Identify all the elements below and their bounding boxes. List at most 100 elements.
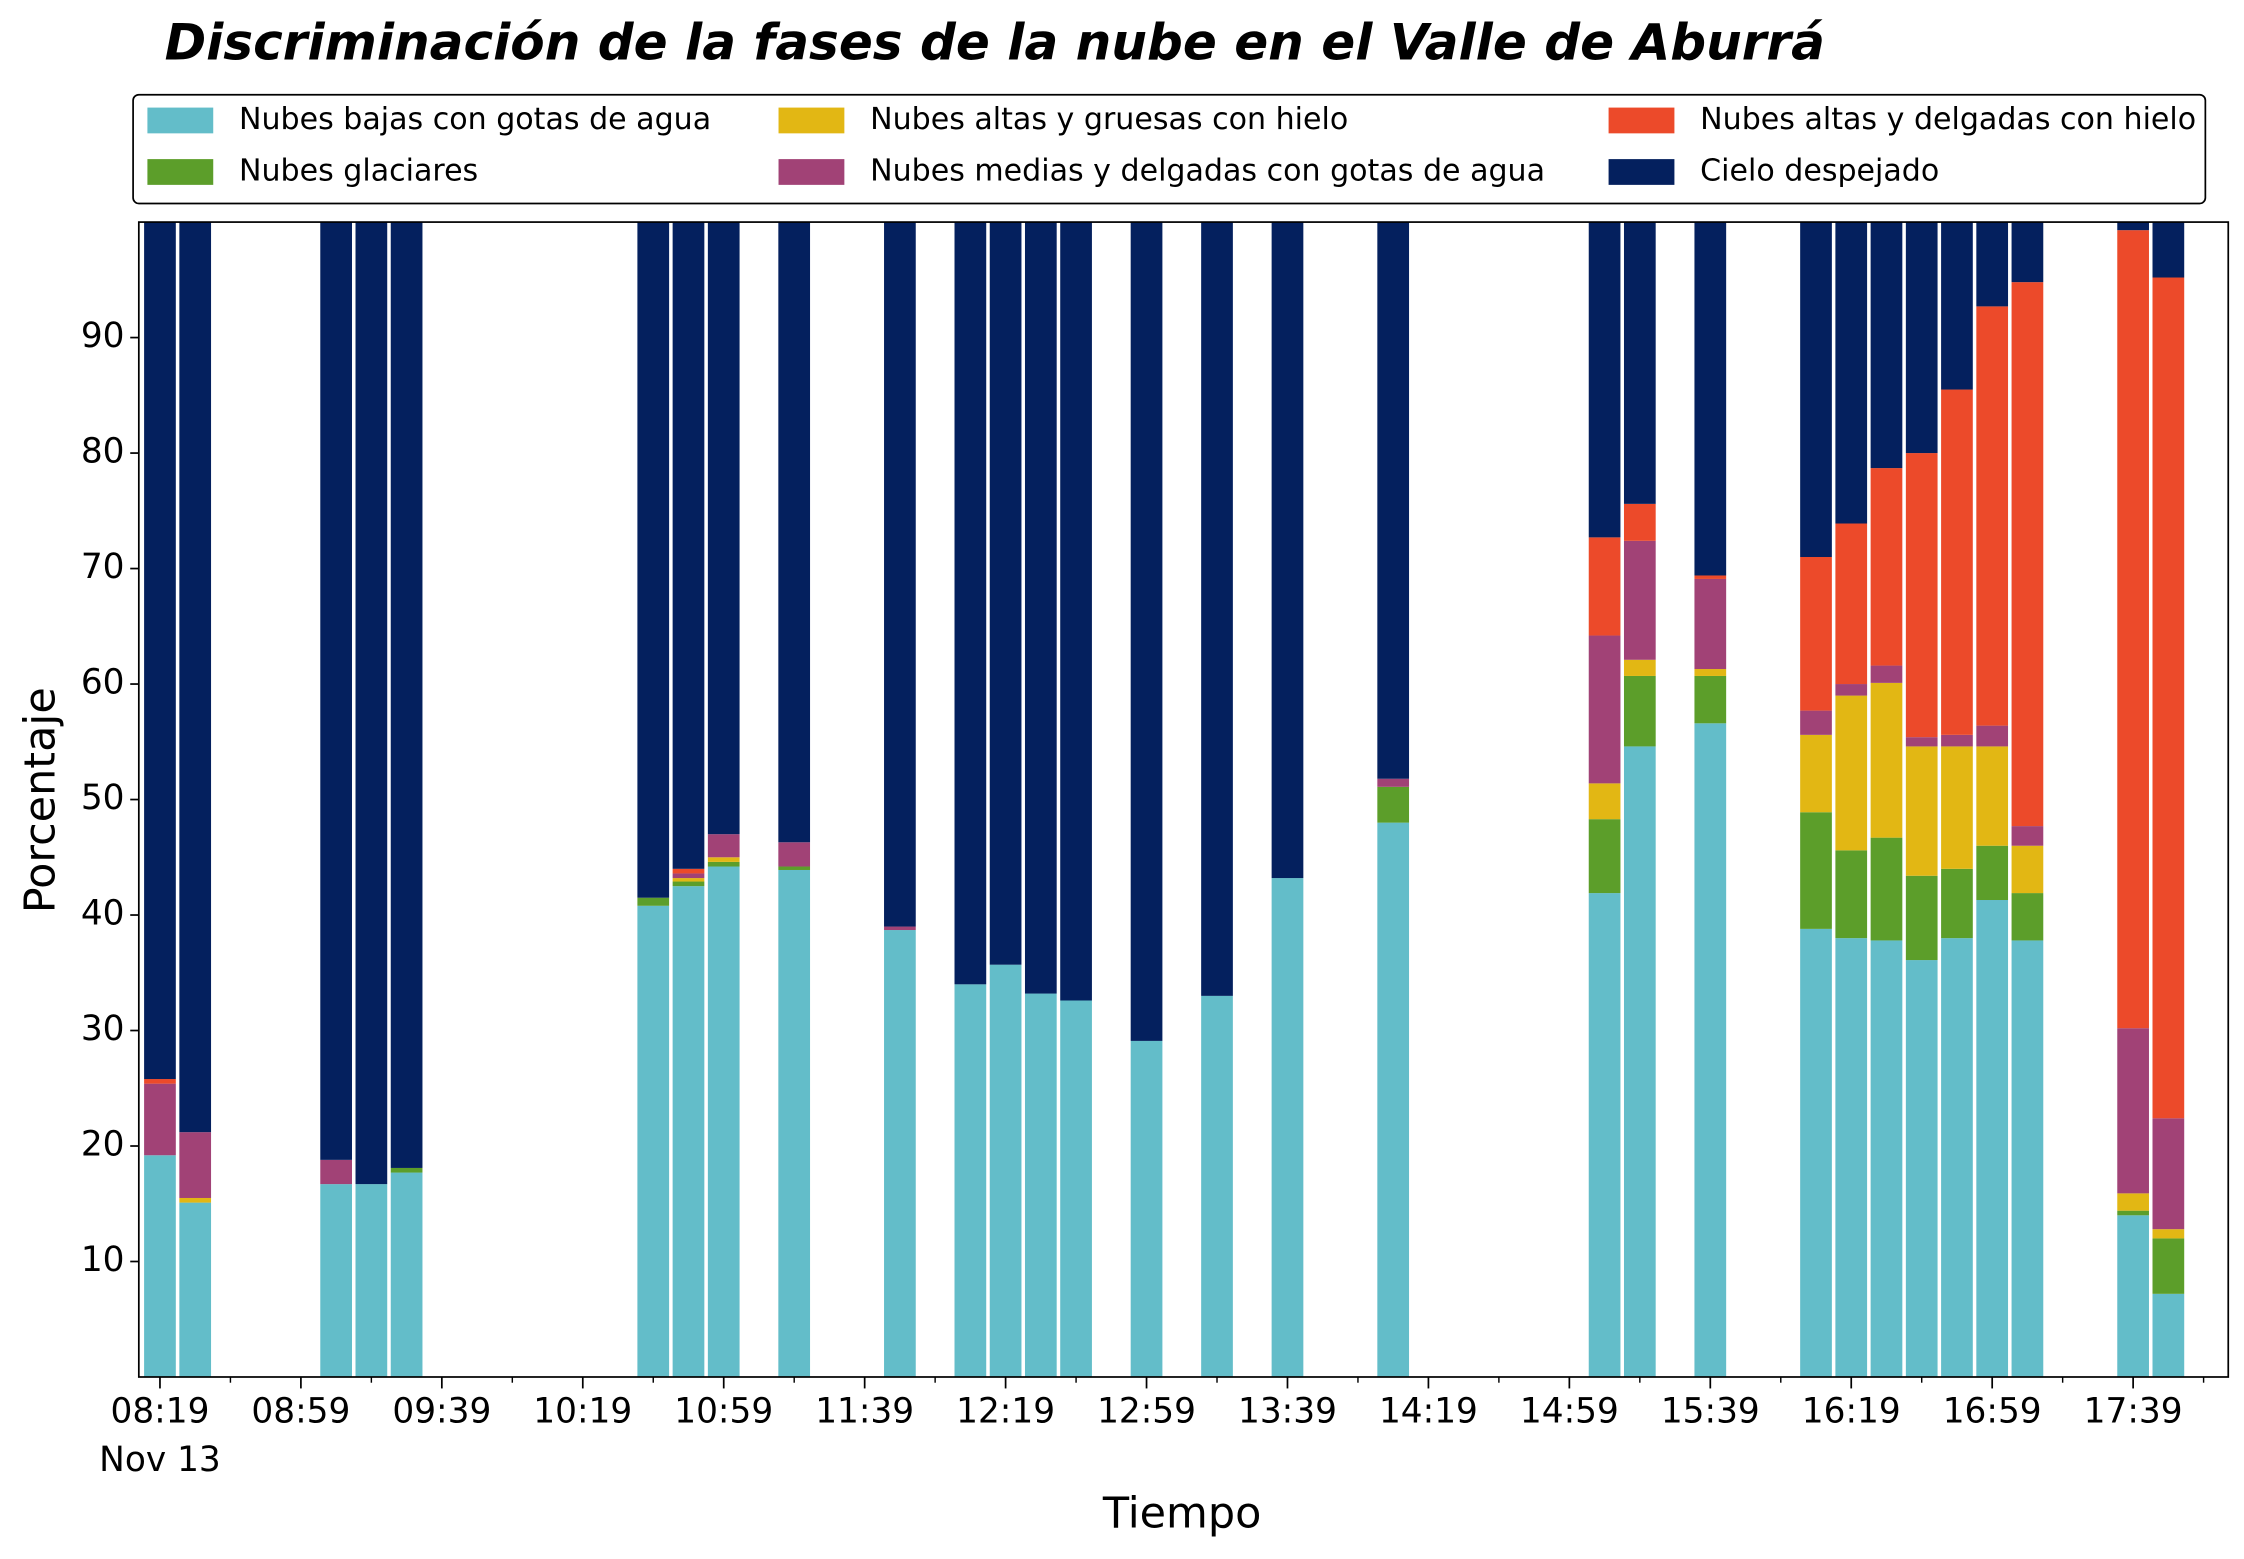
bar-segment [989,964,1022,1377]
legend-label: Nubes altas y delgadas con hielo [1700,102,2196,137]
bar-segment [1976,725,2009,747]
bar-segment [1623,675,1656,747]
y-tick-label: 80 [81,432,125,472]
bar-segment [1976,746,2009,846]
y-tick-label: 10 [81,1240,125,1280]
bar-segment [1377,778,1410,787]
bar-segment [672,868,705,874]
bar-segment [390,1167,423,1173]
bar-segment [707,834,740,858]
x-tick-label: 15:39 [1661,1391,1760,1431]
bar-segment [1941,734,1973,747]
bar-segment [1905,222,1938,454]
bar-segment [1870,468,1903,666]
legend-swatch [147,107,214,134]
bar-segment [707,222,740,835]
date-label: Nov 13 [99,1440,221,1480]
x-tick-label: 16:59 [1943,1391,2042,1431]
bar-segment [1588,893,1621,1377]
bar-segment [1271,222,1304,879]
bar-segment [390,222,423,1168]
bar-segment [1201,222,1233,996]
bar-segment [1905,737,1938,747]
bar-segment [672,886,705,1377]
legend-label: Nubes bajas con gotas de agua [239,102,711,137]
bar-segment [1588,635,1621,784]
bar-segment [2011,893,2044,941]
bar-segment [1941,746,1973,869]
bar-segment [1060,222,1092,1001]
x-axis-label: Tiempo [1102,1488,1262,1538]
x-tick-label: 14:59 [1520,1391,1619,1431]
bar-segment [707,861,740,867]
bar-segment [1694,222,1727,576]
bar-segment [1976,306,2009,726]
x-tick-label: 10:59 [674,1391,773,1431]
bar-segment [1800,734,1832,813]
bar-segment [707,866,740,1377]
bar-segment [1835,938,1868,1377]
bar-segment [2117,222,2149,231]
x-tick-label: 12:19 [956,1391,1055,1431]
bar-segment [355,1184,388,1377]
bar-segment [1870,837,1903,941]
bar-segment [1623,659,1656,676]
bar-segment [1905,875,1938,961]
bar-segment [1835,684,1868,696]
bar-segment [1271,878,1304,1377]
bar-segment [637,222,670,898]
bar-segment [144,1083,176,1156]
bar-segment [1941,389,1973,735]
bar-segment [1835,695,1868,851]
bar-segment [179,1197,212,1203]
bar-segment [1623,222,1656,504]
bar-segment [1588,783,1621,820]
bar-segment [179,222,212,1133]
bar-segment [1623,746,1656,1377]
bar-segment [2011,845,2044,894]
x-tick-label: 08:19 [110,1391,209,1431]
bar-segment [778,222,811,843]
bar-segment [1976,845,2009,901]
legend-label: Nubes glaciares [239,153,478,188]
bar-segment [1201,995,1233,1377]
bar-segment [1377,222,1410,779]
bar-segment [884,930,916,1377]
legend-swatch [778,107,845,134]
bar-segment [1588,819,1621,894]
bar-segment [672,222,705,869]
x-tick-label: 14:19 [1379,1391,1478,1431]
x-tick-label: 16:19 [1802,1391,1901,1431]
legend-swatch [1608,107,1675,134]
bar-segment [2011,940,2044,1377]
y-axis-label: Porcentaje [15,687,65,913]
bar-segment [144,1079,176,1084]
bar-segment [989,222,1022,965]
bar-segment [1870,665,1903,683]
y-tick-label: 20 [81,1125,125,1165]
bar-segment [637,905,670,1377]
bar-segment [1905,960,1938,1377]
bar-segment [2011,826,2044,846]
bar-segment [778,869,811,1377]
bar-segment [1623,540,1656,660]
y-tick-label: 70 [81,547,125,587]
bar-segment [1024,222,1057,994]
bar-segment [1941,938,1973,1377]
x-tick-label: 10:19 [533,1391,632,1431]
x-tick-label: 08:59 [251,1391,350,1431]
bar-segment [1694,669,1727,676]
bar-segment [1870,940,1903,1377]
legend-swatch [1608,159,1675,185]
bar-segment [390,1172,423,1377]
bar-segment [1588,222,1621,538]
bar-segment [179,1202,212,1377]
bar-segment [1060,1000,1092,1377]
bar-segment [1800,928,1832,1377]
bar-segment [1941,222,1973,390]
bar-segment [1694,575,1727,579]
bar-segment [1623,503,1656,541]
bar-segment [1800,222,1832,558]
bar-segment [320,222,352,1160]
